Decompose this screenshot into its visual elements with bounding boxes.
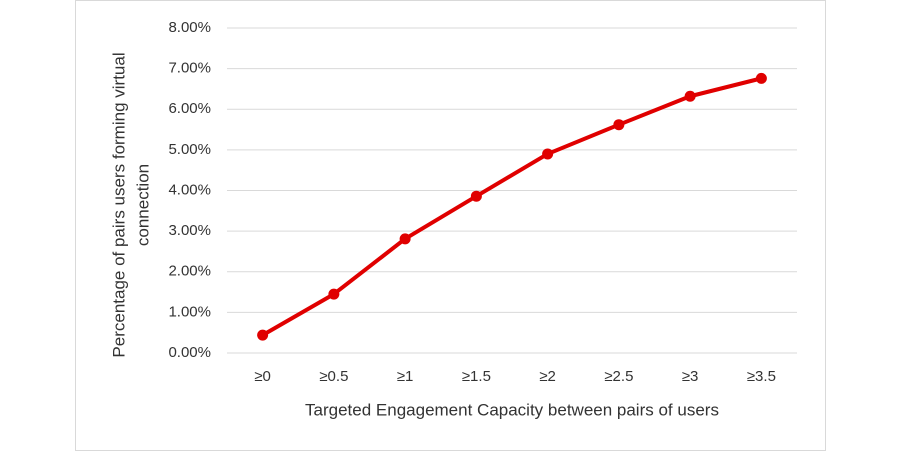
y-axis-label-line: connection bbox=[133, 164, 152, 246]
point bbox=[542, 148, 554, 160]
y-axis-label: Percentage of pairs users forming virtua… bbox=[109, 52, 152, 357]
x-axis-label: Targeted Engagement Capacity between pai… bbox=[305, 400, 719, 419]
y-axis-label-line: Percentage of pairs users forming virtua… bbox=[109, 52, 128, 357]
x-tick-label: ≥3.5 bbox=[747, 368, 776, 385]
point bbox=[755, 72, 767, 84]
y-tick-label: 7.00% bbox=[168, 60, 211, 77]
y-tick-label: 3.00% bbox=[168, 222, 211, 239]
point bbox=[399, 233, 411, 245]
x-tick-label: ≥0.5 bbox=[319, 368, 348, 385]
point bbox=[613, 119, 625, 131]
line bbox=[261, 76, 762, 337]
point bbox=[328, 288, 340, 300]
x-tick-label: ≥1 bbox=[397, 368, 414, 385]
x-tick-label: ≥1.5 bbox=[462, 368, 491, 385]
x-tick-label: ≥2.5 bbox=[604, 368, 633, 385]
point bbox=[684, 90, 696, 102]
y-tick-label: 8.00% bbox=[168, 19, 211, 36]
y-tick-label: 4.00% bbox=[168, 181, 211, 198]
chart-frame bbox=[75, 0, 826, 451]
y-tick-label: 2.00% bbox=[168, 263, 211, 280]
point bbox=[257, 329, 269, 341]
x-tick-label: ≥3 bbox=[682, 368, 699, 385]
x-tick-label: ≥0 bbox=[254, 368, 271, 385]
y-tick-label: 0.00% bbox=[168, 344, 211, 361]
y-tick-label: 6.00% bbox=[168, 100, 211, 117]
point bbox=[470, 190, 482, 202]
y-tick-label: 1.00% bbox=[168, 303, 211, 320]
y-tick-label: 5.00% bbox=[168, 141, 211, 158]
x-tick-label: ≥2 bbox=[539, 368, 556, 385]
